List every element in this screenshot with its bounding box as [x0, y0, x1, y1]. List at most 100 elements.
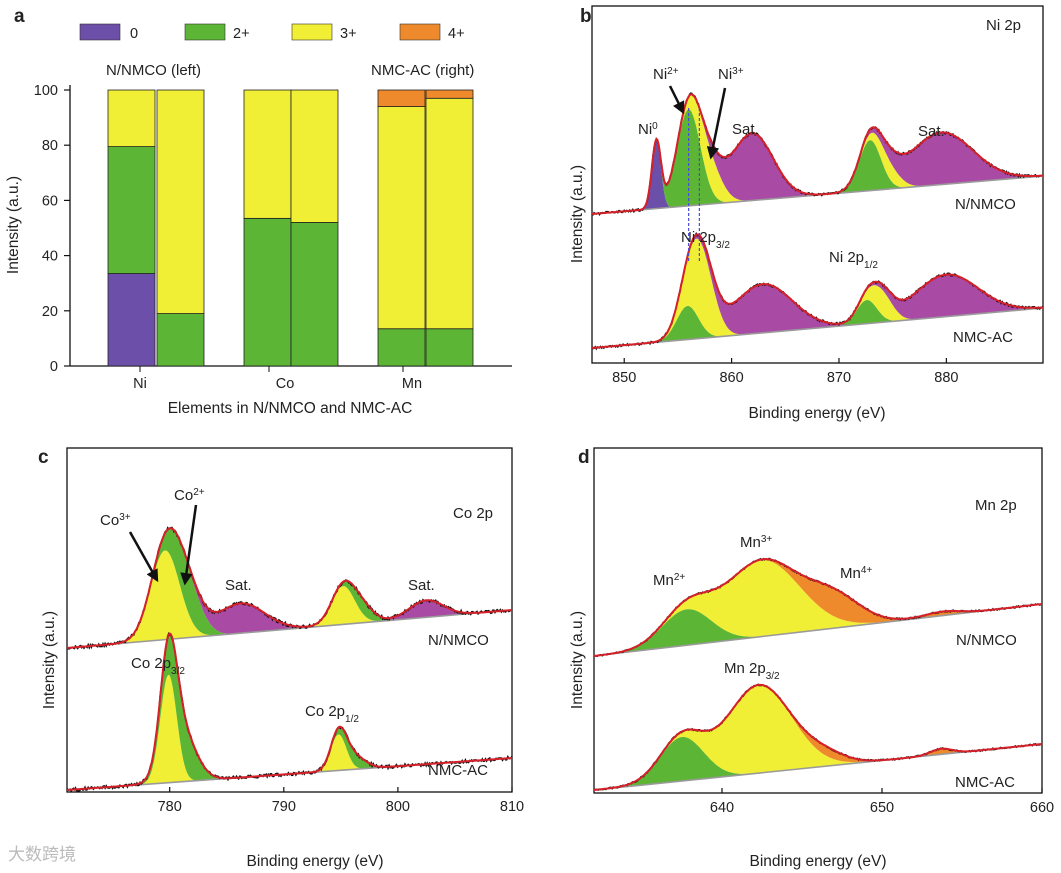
- label-c-nnmco: N/NMCO: [428, 632, 489, 649]
- bar-ni-nmcac-2plus: [156, 313, 205, 367]
- label-ni0: Ni0: [638, 121, 658, 139]
- d-nnmco-baseline: [593, 603, 1043, 657]
- c-nmcac-peak-co2-2p1-2: [323, 726, 382, 769]
- legend-label-2plus: 2+: [233, 26, 250, 42]
- d-xtick-label: 660: [1030, 800, 1054, 816]
- panel-b-label: b: [580, 6, 592, 27]
- b-nmcac-peak-sat-2p1-2: [851, 274, 1041, 320]
- label-sat-c2: Sat.: [408, 577, 435, 594]
- label-sat-b1: Sat.: [732, 121, 759, 138]
- label-ni3plus: Ni3+: [718, 66, 744, 84]
- bar-mn-nnmco-3plus: [377, 106, 426, 330]
- b-xtick-label: 870: [827, 370, 851, 386]
- panel-c-ylabel: Intensity (a.u.): [41, 611, 58, 709]
- label-co3plus: Co3+: [100, 512, 131, 530]
- bar-ni-nnmco-3plus: [107, 89, 156, 147]
- bar-ni-nnmco-2plus: [107, 146, 156, 274]
- label-sat-b2: Sat.: [918, 123, 945, 140]
- label-mn4plus: Mn4+: [840, 565, 872, 583]
- arrow-co2plus: [180, 504, 198, 586]
- panel-a-ytick-label: 100: [34, 83, 58, 99]
- label-ni2p12: Ni 2p1/2: [829, 249, 878, 271]
- bar-ni-nmcac-3plus: [156, 89, 205, 314]
- legend-swatch-3plus: [291, 23, 333, 41]
- d-nmcac-peak-mn3-: [653, 685, 864, 774]
- c-xtick-label: 800: [386, 799, 410, 815]
- panel-c-label: c: [38, 447, 49, 468]
- label-co2plus: Co2+: [174, 487, 205, 505]
- bar-mn-nmcac-4plus: [425, 89, 474, 99]
- label-mn2plus: Mn2+: [653, 572, 685, 590]
- panel-b-title: Ni 2p: [986, 17, 1021, 34]
- legend-label-3plus: 3+: [340, 26, 357, 42]
- label-d-nmcac: NMC-AC: [955, 774, 1015, 791]
- panel-b-ylabel: Intensity (a.u.): [569, 165, 586, 263]
- c-xtick-label: 810: [500, 799, 524, 815]
- panel-d-title: Mn 2p: [975, 497, 1017, 514]
- legend-label-4plus: 4+: [448, 26, 465, 42]
- b-xtick-label: 860: [719, 370, 743, 386]
- legend-label-0: 0: [130, 26, 138, 42]
- c-nnmco-peak-co3-2p1-2: [309, 586, 377, 627]
- panel-a-label: a: [14, 6, 25, 27]
- panel-a-xlabel: Elements in N/NMCO and NMC-AC: [168, 400, 413, 417]
- panel-a-category-mn: Mn: [402, 376, 422, 392]
- c-nnmco-baseline: [66, 609, 513, 649]
- bar-mn-nmcac-2plus: [425, 328, 474, 367]
- arrow-ni3plus: [706, 87, 727, 160]
- panel-d-frame: [593, 447, 1043, 794]
- b-nmcac-baseline: [591, 307, 1044, 349]
- c-nnmco-peak-co2-2p1-2: [331, 580, 392, 621]
- arrow-co3plus: [128, 531, 159, 583]
- panel-a-legend: 0 2+ 3+ 4+: [79, 23, 465, 42]
- c-xtick-label: 790: [272, 799, 296, 815]
- d-nnmco-fit-envelope: [593, 558, 1043, 657]
- legend-swatch-2plus: [184, 23, 226, 41]
- label-b-nmcac: NMC-AC: [953, 329, 1013, 346]
- b-nmcac-peak-ni3-2p1-2: [851, 285, 912, 321]
- panel-a-category-co: Co: [276, 376, 295, 392]
- b-xtick-label: 850: [612, 370, 636, 386]
- label-ni2p32: Ni 2p3/2: [681, 229, 730, 251]
- label-sat-c1: Sat.: [225, 577, 252, 594]
- panel-d: d Mn 2p Mn2+ Mn3+ Mn4+ N/NMCO Mn 2p3/2 N…: [569, 447, 1054, 870]
- bar-co-nnmco-3plus: [243, 89, 292, 219]
- b-nmcac-peak-ni2-2p1-2: [840, 300, 894, 325]
- panel-a-ytick-label: 0: [50, 359, 58, 375]
- panel-c: c Co 2p Co3+ Co2+ Sat. Sat. N/NMCO Co 2p…: [38, 447, 524, 870]
- panel-a: a 0 2+ 3+ 4+ N/NMCO (left) NMC-AC (right…: [5, 6, 512, 417]
- d-xtick-label: 650: [870, 800, 894, 816]
- bar-mn-nnmco-4plus: [377, 89, 426, 107]
- c-nnmco-fit-envelope: [66, 527, 513, 649]
- b-nmcac-fit-envelope: [591, 233, 1043, 349]
- b-nnmco-fit-envelope: [591, 93, 1043, 215]
- bar-co-nmcac-3plus: [290, 89, 339, 223]
- d-nnmco-peak-mn3-: [643, 560, 881, 643]
- bar-co-nnmco-2plus: [243, 217, 292, 367]
- d-nnmco-peak-mn2-: [615, 609, 759, 654]
- panel-a-ytick-label: 80: [42, 138, 58, 154]
- panel-b-xlabel: Binding energy (eV): [749, 405, 886, 422]
- label-c-nmcac: NMC-AC: [428, 762, 488, 779]
- panel-d-ylabel: Intensity (a.u.): [569, 611, 586, 709]
- b-nmcac-peak-ni3-: [660, 238, 741, 341]
- panel-a-category-ni: Ni: [133, 376, 147, 392]
- c-nmcac-peak-co3-2p1-2: [317, 734, 361, 772]
- panel-c-xlabel: Binding energy (eV): [247, 853, 384, 870]
- b-nnmco-peak-sat-: [686, 94, 818, 201]
- bar-mn-nnmco-2plus: [377, 328, 426, 367]
- panel-b: b Ni 2p Ni0 Ni2+ Ni3+ Sat. Sat. N/NMCO N…: [569, 5, 1044, 422]
- b-nnmco-peak-sat-2p1-2: [844, 127, 1038, 190]
- legend-swatch-0: [79, 23, 121, 41]
- c-nmcac-peak-co2-: [135, 633, 224, 785]
- panel-c-title: Co 2p: [453, 505, 493, 522]
- d-nnmco-peak-mn4-: [757, 559, 911, 623]
- d-xtick-label: 640: [710, 800, 734, 816]
- label-co2p32: Co 2p3/2: [131, 655, 185, 677]
- d-nmcac-peak-mn2-: [617, 736, 747, 788]
- b-nnmco-peak-ni2-2p1-2: [837, 140, 903, 194]
- annotation-nmcac-right: NMC-AC (right): [371, 62, 474, 79]
- panel-a-ytick-label: 20: [42, 304, 58, 320]
- b-nnmco-peak-ni3-2p1-2: [856, 132, 919, 188]
